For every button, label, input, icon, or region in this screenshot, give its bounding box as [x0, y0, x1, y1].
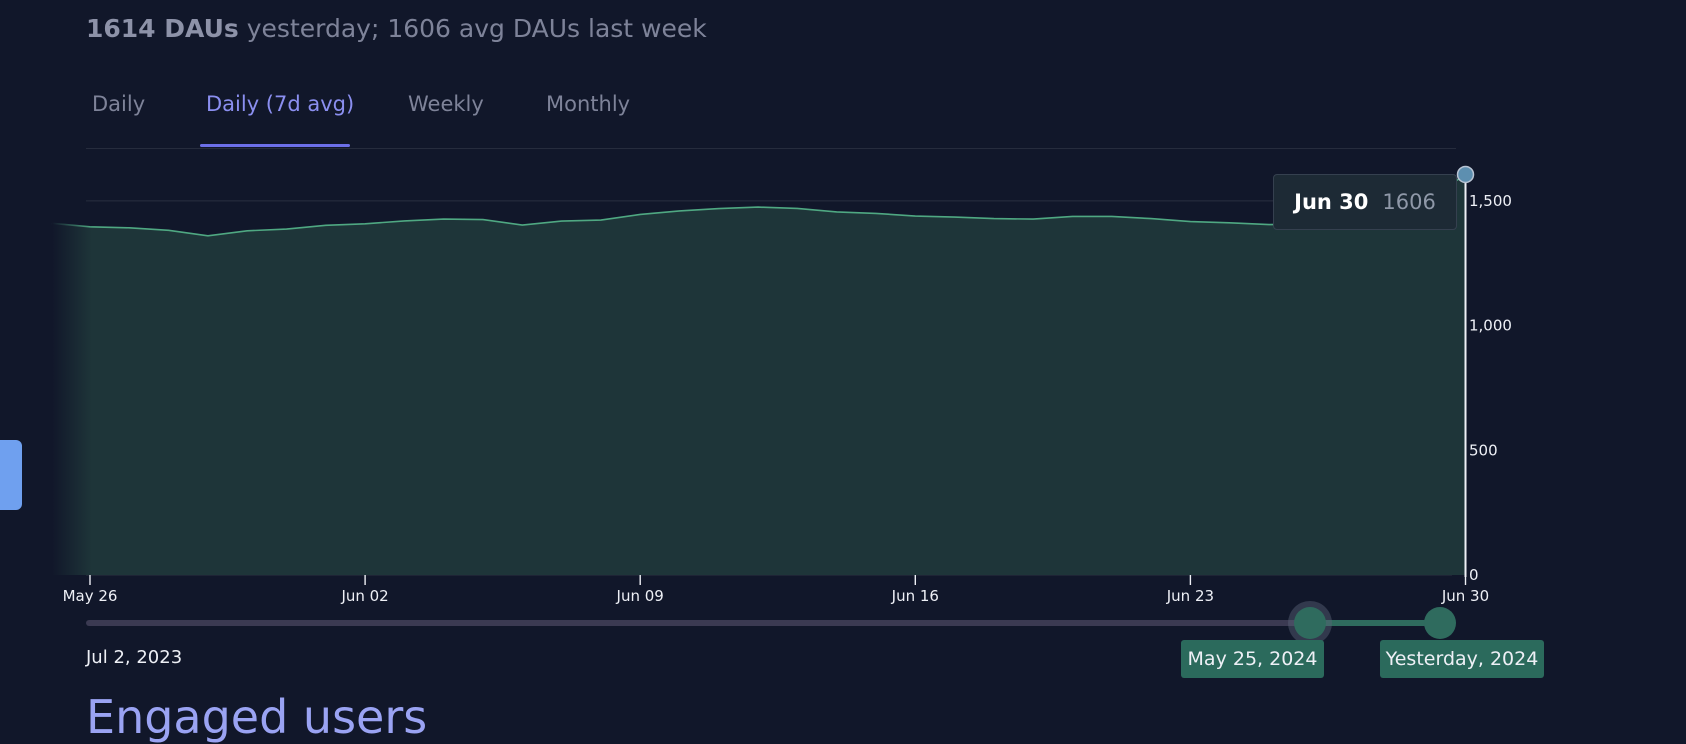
- x-tick-label: Jun 16: [891, 587, 939, 605]
- dau-summary-rest: yesterday; 1606 avg DAUs last week: [238, 14, 707, 43]
- y-tick-label: 0: [1469, 566, 1479, 584]
- hover-point: [1456, 165, 1475, 184]
- engaged-users-heading: Engaged users: [86, 690, 428, 744]
- dau-summary: 1614 DAUs yesterday; 1606 avg DAUs last …: [86, 14, 707, 43]
- y-tick-label: 500: [1469, 441, 1498, 459]
- y-tick-label: 1,000: [1469, 317, 1512, 335]
- side-panel-tab[interactable]: [0, 440, 22, 510]
- chart-tooltip: Jun 30 1606: [1273, 174, 1457, 230]
- dau-area-chart: 0 500 1,000 1,500 May 26 Jun 02 Jun 09 Jun 16 Ju…: [51, 165, 1512, 605]
- range-end-handle[interactable]: [1424, 607, 1456, 639]
- tab-weekly[interactable]: Weekly: [408, 92, 484, 116]
- tab-daily-7d-avg[interactable]: Daily (7d avg): [206, 92, 355, 116]
- tooltip-date: Jun 30: [1294, 190, 1369, 214]
- tab-daily[interactable]: Daily: [92, 92, 146, 116]
- dau-yesterday-count: 1614 DAUs: [86, 14, 239, 43]
- series-line: [51, 173, 1466, 237]
- active-tab-indicator: [200, 144, 350, 147]
- y-tick-label: 1,500: [1469, 192, 1512, 210]
- tab-monthly[interactable]: Monthly: [546, 92, 631, 116]
- granularity-tabs: Daily Daily (7d avg) Weekly Monthly: [86, 92, 1456, 149]
- tooltip-value: 1606: [1382, 190, 1436, 214]
- x-tick-label: Jun 02: [340, 587, 388, 605]
- range-end-label: Yesterday, 2024: [1380, 640, 1544, 678]
- range-min-label: Jul 2, 2023: [86, 647, 183, 668]
- x-tick-label: Jun 30: [1441, 587, 1489, 605]
- left-fade: [52, 190, 92, 575]
- range-start-handle[interactable]: [1294, 607, 1326, 639]
- date-range-slider[interactable]: [86, 620, 1440, 626]
- date-range-selection: [1310, 620, 1440, 626]
- series-area: [52, 174, 1466, 575]
- x-tick-label: May 26: [63, 587, 118, 605]
- x-tick-label: Jun 09: [616, 587, 664, 605]
- range-start-label: May 25, 2024: [1181, 640, 1324, 678]
- x-tick-label: Jun 23: [1166, 587, 1214, 605]
